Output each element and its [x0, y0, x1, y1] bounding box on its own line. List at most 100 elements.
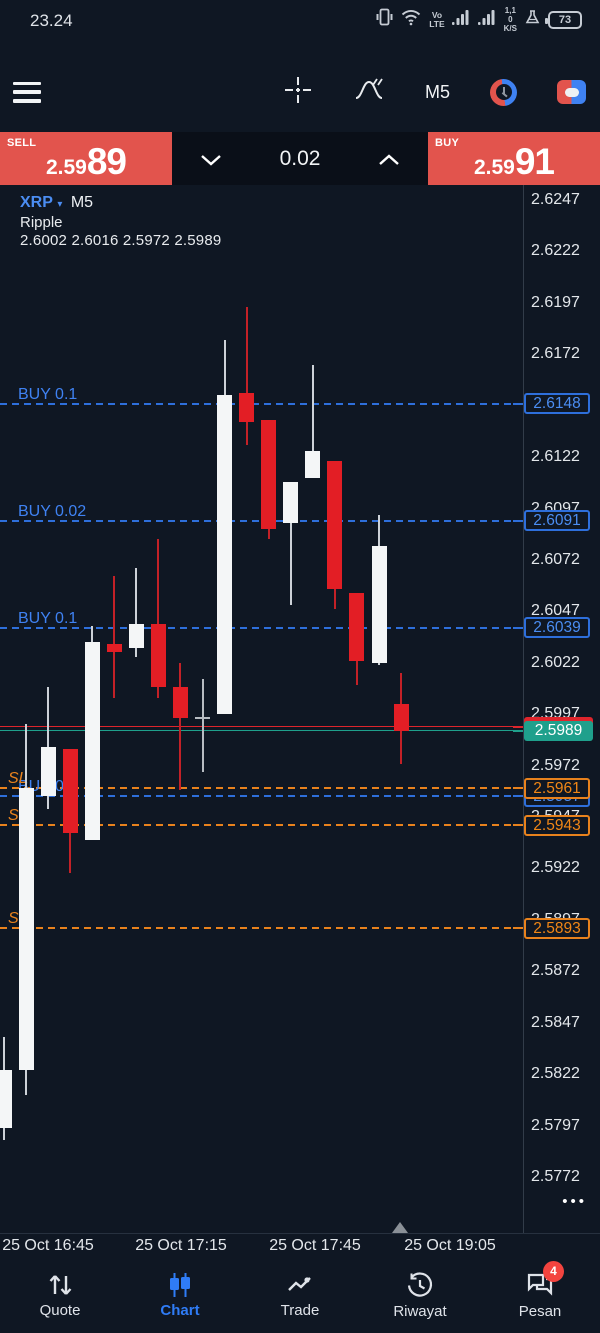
candle	[327, 461, 343, 589]
sell-button[interactable]: SELL 2.59 89	[0, 132, 172, 185]
candle	[172, 687, 188, 719]
candle-wick	[289, 481, 292, 606]
history-icon	[407, 1272, 433, 1297]
price-tick: 2.5872	[531, 962, 580, 980]
nav-label-chart: Chart	[160, 1302, 200, 1319]
candle	[371, 545, 387, 663]
price-tag-tick	[513, 725, 523, 728]
volume-decrease-button[interactable]	[200, 153, 222, 166]
symbol-name[interactable]: XRP	[20, 194, 53, 211]
stop-loss-line[interactable]	[0, 824, 523, 827]
trade-icon	[288, 1277, 311, 1291]
ohlc-values: 2.6002 2.6016 2.5972 2.5989	[20, 232, 222, 249]
candle-wick	[113, 576, 116, 698]
price-tick: 2.5847	[531, 1013, 580, 1031]
nav-item-quote[interactable]: Quote	[0, 1258, 120, 1333]
candle	[261, 420, 277, 530]
timeframe-button[interactable]: M5	[424, 81, 450, 102]
stop-loss-label: SL	[8, 770, 28, 788]
price-tick: 2.6022	[531, 653, 580, 671]
candle-wick	[157, 539, 160, 698]
battery-level: 73	[558, 13, 572, 26]
bid-price-tag: 2.5989	[524, 720, 593, 741]
menu-icon[interactable]	[13, 81, 41, 103]
stop-loss-line[interactable]	[0, 927, 523, 930]
status-bar: 23.24 Vo LTE	[0, 0, 600, 52]
wifi-icon	[401, 9, 422, 31]
price-tick: 2.5822	[531, 1065, 580, 1083]
sl-price-tag: 2.5893	[524, 917, 590, 939]
symbol-dropdown-icon[interactable]: ▾	[57, 199, 63, 210]
nav-item-history[interactable]: Riwayat	[360, 1258, 480, 1333]
sell-price-big: 89	[86, 140, 127, 182]
quotes-icon	[49, 1275, 71, 1295]
price-tick: 2.6247	[531, 191, 580, 208]
volume-value[interactable]: 0.02	[279, 146, 321, 170]
price-tag-tick	[513, 824, 523, 827]
buy-button[interactable]: BUY 2.59 91	[428, 132, 600, 185]
buy-price-small: 2.59	[473, 155, 515, 179]
candle	[217, 395, 233, 715]
axis-more-button[interactable]: •••	[562, 1193, 587, 1210]
chart-shift-marker-icon	[392, 1222, 408, 1233]
indicators-icon[interactable]	[353, 75, 385, 110]
bottom-navigation: Quote Chart Trade Riwayat	[0, 1258, 600, 1333]
time-axis-label: 25 Oct 17:45	[269, 1237, 361, 1254]
candle-wick	[201, 679, 204, 772]
candle	[106, 644, 122, 653]
nav-item-messages[interactable]: 4 Pesan	[480, 1258, 600, 1333]
trading-sessions-icon[interactable]	[490, 78, 517, 106]
order-price-tag: 2.6039	[524, 617, 590, 639]
price-tick: 2.5972	[531, 756, 580, 774]
price-tag-tick	[513, 519, 523, 522]
volume-increase-button[interactable]	[378, 153, 400, 165]
price-tag-tick	[513, 626, 523, 629]
volte-indicator: Vo LTE	[429, 9, 445, 29]
price-tag-tick	[513, 927, 523, 930]
time-axis-label: 25 Oct 16:45	[2, 1237, 94, 1254]
price-tick: 2.6122	[531, 448, 580, 466]
quick-trade-panel: SELL 2.59 89 0.02 BUY 2.59 91	[0, 132, 600, 185]
stop-loss-line[interactable]	[0, 787, 523, 790]
nav-label-messages: Riwayat	[393, 1302, 447, 1320]
one-click-trading-icon[interactable]	[557, 80, 586, 104]
status-icons: Vo LTE 1,1 0 K/S 73	[375, 6, 582, 33]
candle-wick	[311, 364, 314, 478]
price-tick: 2.5922	[531, 859, 580, 877]
candle	[305, 450, 321, 478]
buy-order-line[interactable]	[0, 795, 523, 798]
order-price-tag: 2.6091	[524, 510, 590, 532]
signal-icon-sim1	[451, 9, 471, 30]
vibrate-icon	[375, 8, 394, 31]
candle	[195, 717, 211, 720]
volume-stepper: 0.02	[172, 132, 428, 185]
candle	[62, 749, 78, 834]
buy-price-big: 91	[514, 140, 555, 182]
buy-label: BUY	[435, 137, 460, 149]
sell-price-small: 2.59	[45, 155, 87, 179]
time-axis[interactable]: 25 Oct 16:45 25 Oct 17:15 25 Oct 17:45 25 O…	[0, 1233, 600, 1258]
chart-icon	[170, 1273, 190, 1297]
buy-order-line[interactable]	[0, 402, 523, 405]
time-axis-label: 25 Oct 19:05	[404, 1237, 496, 1254]
order-price-tag: 2.6148	[524, 393, 590, 415]
clock: 23.24	[30, 11, 73, 30]
nav-item-trade[interactable]: Trade	[240, 1258, 360, 1333]
time-axis-label: 25 Oct 17:15	[135, 1237, 227, 1254]
candlestick-chart[interactable]: XRP ▾ M5 Ripple 2.6002 2.6016 2.5972 2.5…	[0, 185, 600, 1233]
candle	[0, 1070, 12, 1128]
price-tick: 2.5772	[531, 1167, 580, 1185]
buy-order-label: BUY 0.02	[18, 502, 87, 520]
sl-price-tag: 2.5961	[524, 777, 590, 799]
crosshair-icon[interactable]	[283, 75, 313, 110]
nav-label-pesan: Pesan	[518, 1303, 562, 1320]
candle	[349, 592, 365, 661]
sl-price-tag: 2.5943	[524, 814, 590, 836]
nav-label-trade: Trade	[280, 1302, 320, 1319]
candle	[150, 623, 166, 688]
buy-order-line[interactable]	[0, 626, 523, 629]
bid-price-line	[0, 729, 523, 732]
nav-item-chart[interactable]: Chart	[120, 1258, 240, 1333]
candle	[239, 393, 255, 423]
